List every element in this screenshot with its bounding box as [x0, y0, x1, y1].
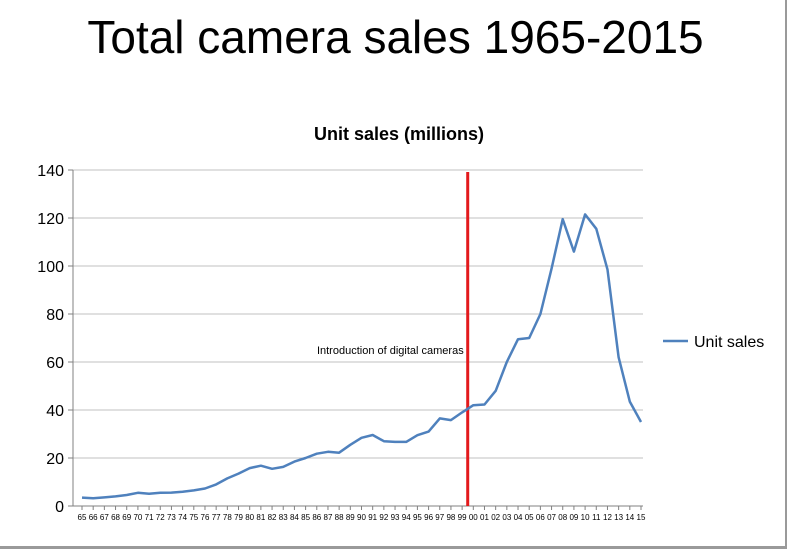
x-axis-ticks: 65 66 67 68 69 70 71 72 73 74 75 76 77 78 79 80 81 82 83 84… [78, 506, 646, 522]
x-tick-label-92: 92 [379, 513, 388, 522]
x-tick-label-99: 99 [458, 513, 467, 522]
y-tick-label-100: 100 [37, 259, 64, 276]
y-tick-label-120: 120 [37, 211, 64, 228]
x-tick-label-95: 95 [413, 513, 422, 522]
axes [72, 170, 643, 507]
x-tick-label-81: 81 [256, 513, 265, 522]
x-tick-label-85: 85 [301, 513, 310, 522]
x-tick-label-84: 84 [290, 513, 299, 522]
x-tick-label-05: 05 [525, 513, 534, 522]
grid-lines [73, 169, 643, 459]
x-tick-label-00: 00 [469, 513, 478, 522]
x-tick-label-93: 93 [391, 513, 400, 522]
x-tick-label-91: 91 [368, 513, 377, 522]
x-tick-label-01: 01 [480, 513, 489, 522]
x-tick-label-13: 13 [614, 513, 623, 522]
y-tick-label-80: 80 [46, 307, 64, 324]
x-tick-label-15: 15 [637, 513, 646, 522]
x-tick-label-66: 66 [89, 513, 98, 522]
y-tick-label-20: 20 [46, 451, 64, 468]
x-tick-label-79: 79 [234, 513, 243, 522]
y-tick-label-60: 60 [46, 355, 64, 372]
x-tick-label-09: 09 [569, 513, 578, 522]
chart-title: Unit sales (millions) [314, 124, 484, 144]
x-tick-label-06: 06 [536, 513, 545, 522]
legend-label: Unit sales [694, 334, 764, 351]
series-lines [81, 213, 643, 500]
x-tick-label-02: 02 [491, 513, 500, 522]
y-tick-label-40: 40 [46, 403, 64, 420]
y-tick-label-140: 140 [37, 163, 64, 180]
x-tick-label-83: 83 [279, 513, 288, 522]
x-tick-label-75: 75 [189, 513, 198, 522]
series-line-unit-sales [81, 213, 643, 500]
x-tick-label-71: 71 [145, 513, 154, 522]
x-tick-label-76: 76 [201, 513, 210, 522]
x-tick-label-86: 86 [312, 513, 321, 522]
x-tick-label-12: 12 [603, 513, 612, 522]
x-tick-label-80: 80 [245, 513, 254, 522]
x-tick-label-04: 04 [514, 513, 523, 522]
slide-title: Total camera sales 1965-2015 [87, 11, 704, 63]
x-tick-label-11: 11 [592, 513, 601, 522]
x-tick-label-07: 07 [547, 513, 556, 522]
x-tick-label-08: 08 [558, 513, 567, 522]
x-tick-label-90: 90 [357, 513, 366, 522]
x-tick-label-87: 87 [324, 513, 333, 522]
x-tick-label-88: 88 [335, 513, 344, 522]
x-tick-label-03: 03 [502, 513, 511, 522]
x-tick-label-68: 68 [111, 513, 120, 522]
y-tick-label-0: 0 [55, 499, 64, 516]
x-tick-label-70: 70 [133, 513, 142, 522]
x-tick-label-65: 65 [78, 513, 87, 522]
y-axis-ticks: 0 20 40 60 80 100 120 140 [37, 163, 73, 516]
annotation-label: Introduction of digital cameras [317, 345, 464, 357]
x-tick-label-10: 10 [581, 513, 590, 522]
x-tick-label-73: 73 [167, 513, 176, 522]
x-tick-label-98: 98 [446, 513, 455, 522]
annotations: Introduction of digital cameras [317, 172, 470, 506]
x-tick-label-78: 78 [223, 513, 232, 522]
x-tick-label-94: 94 [402, 513, 411, 522]
x-tick-label-77: 77 [212, 513, 221, 522]
legend: Unit sales [663, 334, 764, 351]
x-tick-label-89: 89 [346, 513, 355, 522]
x-tick-label-69: 69 [122, 513, 131, 522]
x-tick-label-67: 67 [100, 513, 109, 522]
x-tick-label-82: 82 [268, 513, 277, 522]
x-tick-label-74: 74 [178, 513, 187, 522]
x-tick-label-72: 72 [156, 513, 165, 522]
x-tick-label-14: 14 [625, 513, 634, 522]
x-tick-label-96: 96 [424, 513, 433, 522]
x-tick-label-97: 97 [435, 513, 444, 522]
